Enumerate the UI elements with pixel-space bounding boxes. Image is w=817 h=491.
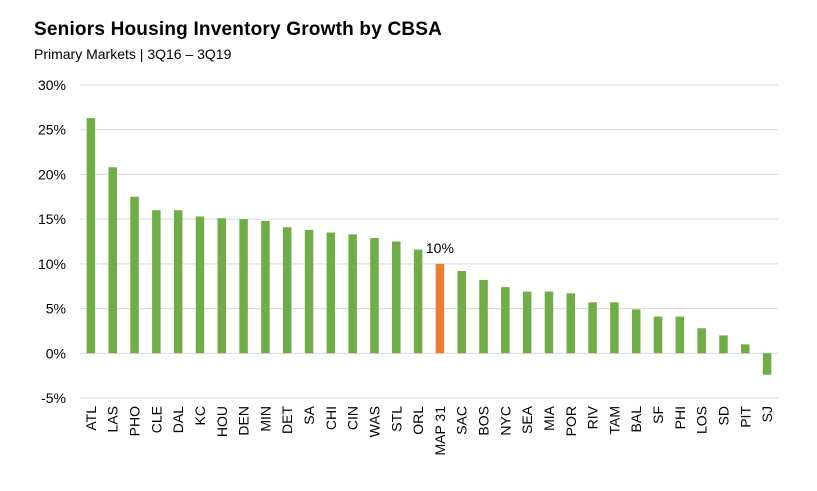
x-tick-label: NYC: [497, 406, 513, 436]
bar-stl: [392, 241, 401, 354]
x-tick-label: KC: [192, 406, 208, 425]
bar-orl: [413, 249, 423, 354]
bar-sa: [304, 229, 314, 354]
bar-chi: [326, 232, 336, 354]
x-tick-label: STL: [388, 406, 404, 432]
x-tick-label: DEN: [236, 406, 252, 436]
bar-bos: [479, 279, 488, 354]
x-tick-label: ORL: [410, 406, 426, 435]
y-tick-label: 5%: [46, 301, 66, 317]
x-tick-label: ATL: [83, 406, 99, 431]
bar-tam: [610, 302, 619, 354]
y-tick-label: 30%: [38, 77, 66, 93]
x-tick-label: PHO: [127, 406, 143, 436]
y-tick-label: 15%: [38, 211, 66, 227]
bar-min: [261, 220, 270, 354]
x-tick-label: CLE: [148, 406, 164, 433]
bar-phi: [675, 316, 685, 354]
bar-sd: [719, 335, 728, 354]
y-tick-label: 0%: [46, 345, 66, 361]
x-tick-label: DET: [279, 406, 295, 434]
bar-por: [566, 293, 576, 354]
x-tick-label: PHI: [672, 406, 688, 429]
bar-map-31: [435, 263, 445, 354]
bar-den: [239, 219, 248, 354]
y-axis-tick-labels: -5% 0% 5% 10% 15% 20% 25% 30%: [38, 77, 66, 406]
y-tick-label: -5%: [41, 390, 66, 406]
highlight-data-label: 10%: [426, 240, 454, 256]
bar-sea: [522, 291, 532, 354]
chart-subtitle: Primary Markets | 3Q16 – 3Q19: [34, 46, 232, 62]
bar-atl: [86, 118, 96, 354]
bar-nyc: [501, 287, 510, 354]
bar-bal: [631, 309, 641, 354]
x-tick-label: POR: [563, 406, 579, 436]
x-tick-label: SJ: [759, 406, 775, 422]
x-tick-label: CHI: [323, 406, 339, 430]
bar-sac: [457, 271, 466, 354]
bar-was: [370, 237, 379, 354]
chart-title: Seniors Housing Inventory Growth by CBSA: [34, 19, 443, 40]
x-tick-label: MIN: [257, 406, 273, 432]
bar-mia: [544, 291, 554, 354]
bar-los: [697, 328, 706, 354]
annotations: 10%: [426, 240, 454, 256]
x-tick-label: MIA: [541, 405, 557, 431]
x-tick-label: MAP 31: [432, 406, 448, 456]
bar-sf: [653, 316, 663, 354]
bar-riv: [588, 302, 597, 354]
x-tick-label: DAL: [170, 406, 186, 433]
x-tick-label: SF: [650, 406, 666, 424]
bar-pho: [130, 196, 139, 354]
bar-hou: [217, 218, 227, 354]
bars: [86, 118, 772, 375]
x-tick-label: HOU: [214, 406, 230, 437]
x-tick-label: WAS: [366, 406, 382, 437]
bar-det: [282, 227, 292, 354]
x-tick-label: LAS: [105, 406, 121, 432]
bar-pit: [741, 344, 750, 354]
x-tick-label: CIN: [345, 406, 361, 430]
x-tick-label: BOS: [476, 406, 492, 436]
bar-kc: [195, 216, 205, 354]
bar-sj: [762, 353, 772, 375]
x-axis-tick-labels: ATL LAS PHO CLE DAL KC HOU DEN MIN DET SA CHI CIN WAS…: [83, 405, 775, 455]
x-tick-label: SA: [301, 405, 317, 424]
x-tick-label: TAM: [606, 406, 622, 435]
x-tick-label: SD: [715, 406, 731, 425]
x-tick-label: BAL: [628, 406, 644, 433]
x-tick-label: SAC: [454, 406, 470, 435]
x-tick-label: LOS: [694, 406, 710, 434]
x-tick-label: PIT: [737, 406, 753, 428]
x-tick-label: SEA: [519, 405, 535, 434]
y-tick-label: 25%: [38, 122, 66, 138]
x-tick-label: RIV: [585, 405, 601, 429]
bar-dal: [173, 210, 183, 354]
bar-cin: [348, 234, 357, 354]
y-tick-label: 10%: [38, 256, 66, 272]
y-tick-label: 20%: [38, 166, 66, 182]
bar-cle: [152, 210, 161, 354]
bar-las: [108, 167, 117, 354]
